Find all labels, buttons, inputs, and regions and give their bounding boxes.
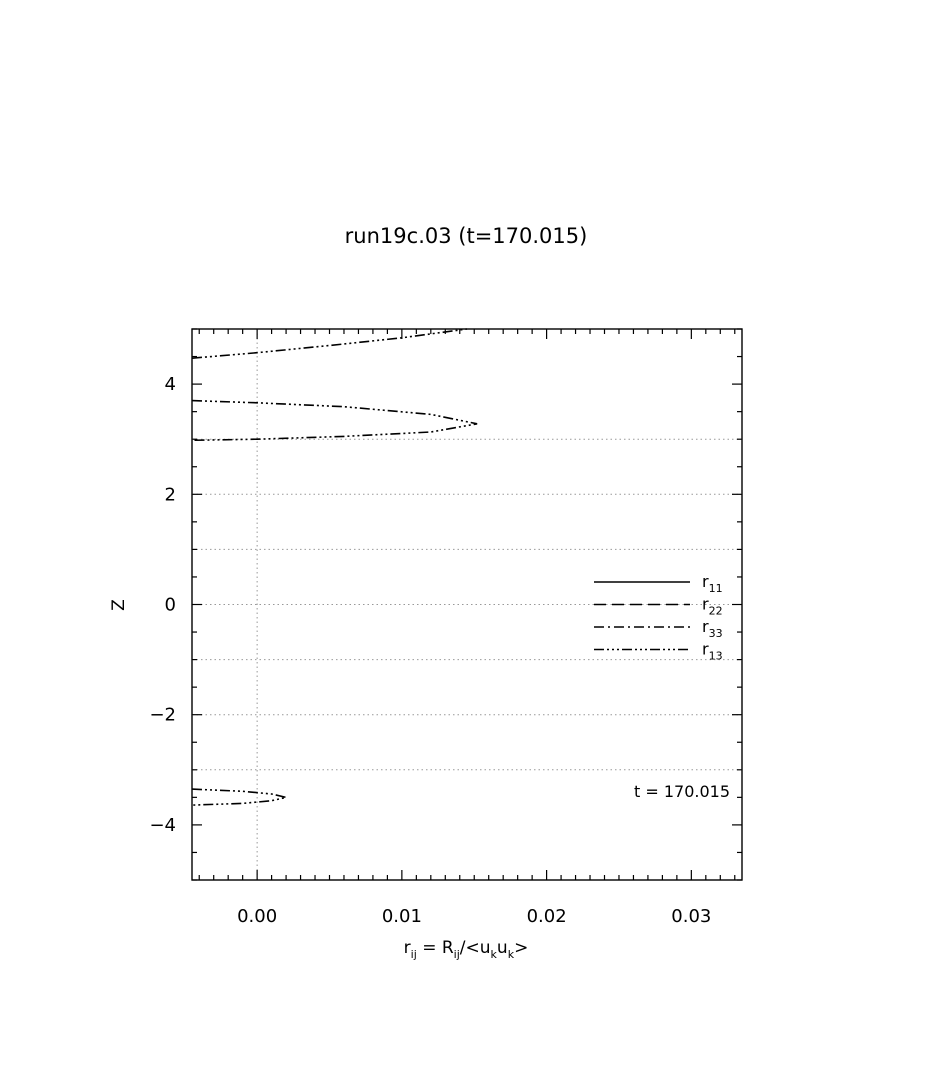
grid [192, 329, 742, 880]
x-tick-label: 0.01 [382, 906, 422, 927]
x-axis-label-part: u [497, 938, 508, 958]
x-axis-label-part: k [491, 948, 498, 961]
y-tick-label: 0 [165, 595, 176, 616]
x-axis-label-part: ij [454, 948, 460, 961]
x-axis-label-part: r [404, 938, 411, 958]
y-tick-label: 2 [165, 484, 176, 505]
annotation: t = 170.015 [634, 782, 730, 801]
chart-title: run19c.03 (t=170.015) [345, 224, 588, 248]
y-tick-label: −2 [149, 705, 176, 726]
x-tick-label: 0.02 [527, 906, 567, 927]
x-axis-label-part: ij [411, 948, 417, 961]
legend-label: r11 [702, 572, 723, 595]
x-axis-label-part: k [508, 948, 515, 961]
x-axis-label-part: > [514, 938, 528, 958]
x-tick-labels: 0.00 0.01 0.02 0.03 [237, 906, 711, 927]
x-axis-label-part: /<u [460, 938, 491, 958]
series-group [191, 328, 478, 806]
y-tick-labels: −4 −2 0 2 4 [149, 374, 176, 836]
legend-label: r33 [702, 617, 723, 640]
y-axis-label: Z [109, 599, 129, 611]
axis-ticks [192, 328, 742, 881]
series-line [191, 788, 287, 806]
x-axis-label-part: = R [417, 938, 454, 958]
series-line [191, 328, 468, 359]
y-tick-label: 4 [165, 374, 176, 395]
legend-label: r13 [702, 640, 723, 663]
x-axis-label: rij = Rij/<ukuk> [404, 938, 529, 961]
y-tick-label: −4 [149, 815, 176, 836]
x-tick-label: 0.00 [237, 906, 277, 927]
series-line [191, 399, 478, 442]
x-tick-label: 0.03 [671, 906, 711, 927]
legend-label: r22 [702, 595, 723, 618]
